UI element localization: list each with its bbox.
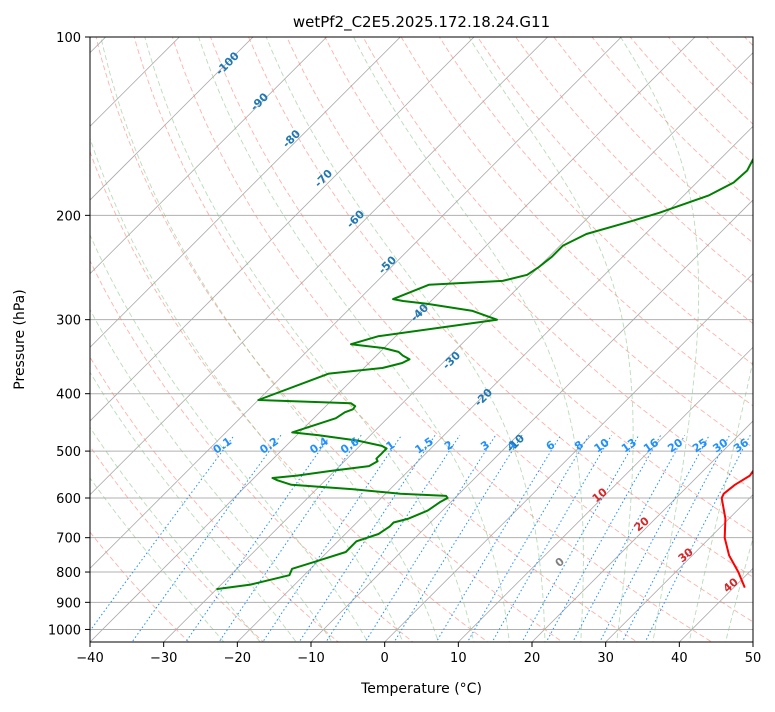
mixing-ratio-line bbox=[124, 435, 281, 654]
mixing-ratio-line bbox=[211, 435, 361, 654]
x-tick-label: −30 bbox=[150, 651, 177, 666]
moist-adiabat-line bbox=[98, 24, 442, 654]
mixing-ratio-line bbox=[430, 435, 561, 654]
y-tick-label: 200 bbox=[56, 209, 81, 224]
mixing-ratio-line bbox=[639, 435, 750, 654]
isotherm-line bbox=[373, 10, 775, 654]
mixing-ratio-line bbox=[486, 435, 612, 654]
dry-adiabat-line bbox=[168, 24, 731, 654]
x-tick-label: −40 bbox=[76, 651, 103, 666]
mixing-ratio-line bbox=[73, 435, 234, 654]
isotherm-line bbox=[78, 10, 722, 654]
x-tick-label: 10 bbox=[450, 651, 467, 666]
isotherm-line bbox=[0, 10, 59, 654]
moist-adiabat-line bbox=[141, 24, 476, 654]
dry-adiabat-line bbox=[0, 24, 277, 654]
y-tick-label: 100 bbox=[56, 31, 81, 46]
x-tick-label: 40 bbox=[671, 651, 688, 666]
dry-adiabat-line bbox=[657, 24, 775, 654]
dry-adiabat-label: -80 bbox=[280, 127, 303, 150]
moist-adiabat-line bbox=[0, 24, 305, 654]
moist-adiabat-line bbox=[0, 24, 234, 654]
dry-adiabat-line bbox=[55, 24, 504, 654]
moist-adiabat-line bbox=[347, 24, 583, 654]
dry-adiabat-line bbox=[770, 24, 775, 654]
moist-adiabat-line bbox=[261, 24, 545, 654]
dry-adiabat-line bbox=[732, 24, 775, 654]
mixing-ratio-line bbox=[319, 435, 460, 654]
y-tick-label: 600 bbox=[56, 492, 81, 507]
dry-adiabat-line bbox=[695, 24, 775, 654]
mixing-ratio-label: 30 bbox=[710, 436, 730, 456]
isotherm-line bbox=[0, 10, 280, 654]
y-tick-label: 500 bbox=[56, 445, 81, 460]
dry-adiabat-line bbox=[0, 24, 201, 654]
dry-adiabat-label: -90 bbox=[248, 90, 271, 113]
moist-adiabat-line bbox=[461, 24, 633, 654]
dry-adiabat-line bbox=[281, 24, 775, 654]
mixing-ratio-label: 13 bbox=[619, 436, 639, 455]
mixing-ratio-label: 25 bbox=[690, 436, 710, 455]
x-tick-label: 30 bbox=[597, 651, 614, 666]
x-tick-label: −10 bbox=[297, 651, 324, 666]
x-axis-label: Temperature (°C) bbox=[360, 681, 482, 697]
mixing-ratio-label: 1.5 bbox=[412, 435, 435, 457]
mixing-ratio-line bbox=[594, 435, 710, 654]
temperature-profile-line bbox=[722, 37, 775, 588]
moist-adiabat-label: 40 bbox=[721, 575, 741, 595]
y-tick-label: 800 bbox=[56, 566, 81, 581]
x-tick-label: −20 bbox=[224, 651, 251, 666]
y-tick-label: 1000 bbox=[48, 623, 81, 638]
dry-adiabat-line bbox=[544, 24, 775, 654]
mixing-ratio-line bbox=[255, 435, 402, 654]
mixing-ratio-line bbox=[516, 435, 639, 654]
isotherm-line bbox=[741, 10, 775, 654]
moist-adiabat-line bbox=[62, 24, 409, 654]
dry-adiabat-line bbox=[394, 24, 775, 654]
dry-adiabat-line bbox=[319, 24, 775, 654]
mixing-ratio-label: 16 bbox=[641, 436, 661, 456]
mixing-ratio-line bbox=[567, 435, 685, 654]
isotherm-line bbox=[0, 10, 206, 654]
mixing-ratio-label: 0.1 bbox=[211, 435, 234, 457]
moist-adiabat-label: 10 bbox=[590, 485, 610, 505]
y-tick-label: 700 bbox=[56, 532, 81, 547]
dry-adiabat-label: -100 bbox=[213, 49, 242, 78]
y-tick-label: 400 bbox=[56, 388, 81, 403]
x-tick-label: 20 bbox=[524, 651, 541, 666]
isotherm-line bbox=[0, 10, 354, 654]
chart-title: wetPf2_C2E5.2025.172.18.24.G11 bbox=[293, 13, 550, 32]
y-axis-label: Pressure (hPa) bbox=[12, 289, 28, 389]
dry-adiabat-line bbox=[619, 24, 775, 654]
freezing-label: 0 bbox=[553, 555, 567, 570]
dry-adiabat-label: -50 bbox=[376, 253, 399, 276]
dewpoint-profile-line bbox=[217, 37, 775, 589]
dry-adiabat-line bbox=[356, 24, 775, 654]
dry-adiabat-line bbox=[507, 24, 775, 654]
moist-adiabat-label: 20 bbox=[632, 514, 652, 534]
dry-adiabat-label: -20 bbox=[472, 386, 495, 409]
x-tick-label: 0 bbox=[381, 651, 389, 666]
mixing-ratio-label: 0.4 bbox=[307, 435, 331, 457]
moist-adiabat-label: 30 bbox=[676, 545, 696, 565]
isotherm-line bbox=[299, 10, 775, 654]
y-tick-label: 300 bbox=[56, 314, 81, 329]
dry-adiabat-line bbox=[0, 24, 352, 654]
mixing-ratio-line bbox=[178, 435, 331, 654]
dry-adiabat-label: -70 bbox=[312, 167, 335, 190]
mixing-ratio-label: 0.2 bbox=[257, 435, 280, 457]
x-tick-label: 50 bbox=[745, 651, 762, 666]
y-tick-label: 900 bbox=[56, 596, 81, 611]
mixing-ratio-line bbox=[617, 435, 730, 654]
dry-adiabat-label: -30 bbox=[440, 349, 463, 372]
dry-adiabat-line bbox=[431, 24, 775, 654]
dry-adiabat-label: -60 bbox=[344, 207, 367, 230]
